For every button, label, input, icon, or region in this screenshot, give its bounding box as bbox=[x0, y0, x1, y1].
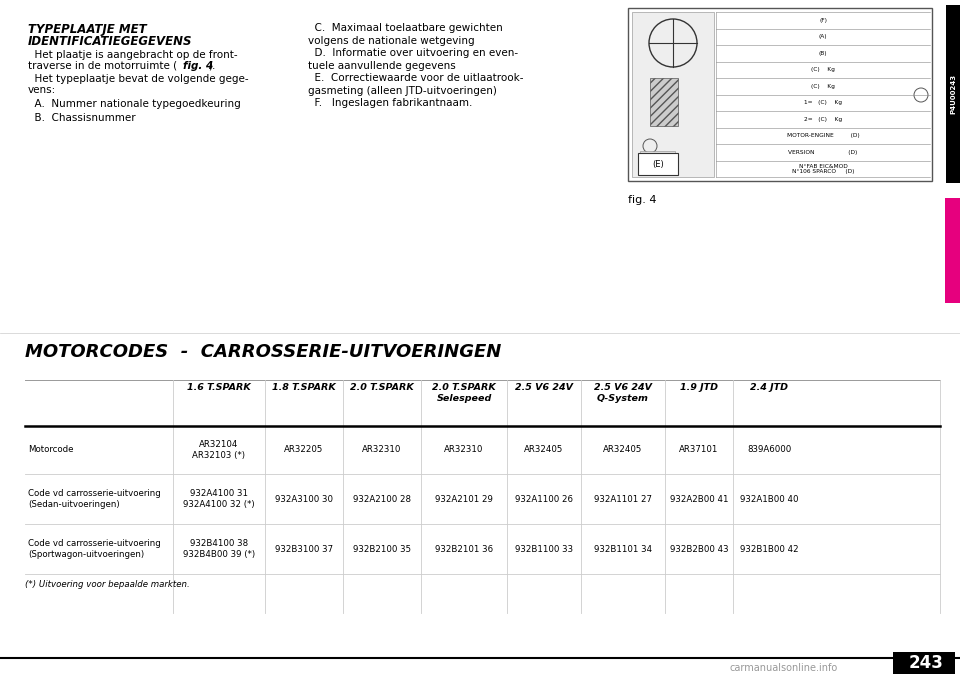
Text: (A): (A) bbox=[819, 35, 828, 39]
Bar bbox=[946, 5, 960, 183]
Text: vens:: vens: bbox=[28, 85, 57, 95]
Text: 1.8 T.SPARK: 1.8 T.SPARK bbox=[272, 383, 336, 392]
Text: 2.5 V6 24V: 2.5 V6 24V bbox=[515, 383, 573, 392]
Text: AR32310: AR32310 bbox=[362, 445, 401, 454]
Text: 932B2B00 43: 932B2B00 43 bbox=[670, 544, 729, 553]
Text: 2.5 V6 24V
Q-System: 2.5 V6 24V Q-System bbox=[594, 383, 652, 403]
Bar bbox=[640, 151, 675, 161]
Text: 839A6000: 839A6000 bbox=[747, 445, 791, 454]
Text: (B): (B) bbox=[819, 51, 828, 56]
Text: AR32104
AR32103 (*): AR32104 AR32103 (*) bbox=[193, 440, 246, 460]
Text: 932B3100 37: 932B3100 37 bbox=[275, 544, 333, 553]
Text: 932A2100 28: 932A2100 28 bbox=[353, 494, 411, 504]
Text: (E): (E) bbox=[652, 159, 664, 169]
Bar bbox=[945, 198, 960, 303]
Text: 932A3100 30: 932A3100 30 bbox=[275, 494, 333, 504]
Text: E.  Correctiewaarde voor de uitlaatrook-
gasmeting (alleen JTD-uitvoeringen): E. Correctiewaarde voor de uitlaatrook- … bbox=[308, 73, 523, 96]
Bar bbox=[638, 153, 678, 175]
Text: (F): (F) bbox=[819, 18, 827, 23]
Text: 1.9 JTD: 1.9 JTD bbox=[680, 383, 718, 392]
Text: AR37101: AR37101 bbox=[680, 445, 719, 454]
Text: P4U00243: P4U00243 bbox=[950, 74, 956, 114]
Text: TYPEPLAATJE MET: TYPEPLAATJE MET bbox=[28, 23, 147, 36]
Text: AR32310: AR32310 bbox=[444, 445, 484, 454]
Text: AR32405: AR32405 bbox=[603, 445, 642, 454]
Text: (C)    Kg: (C) Kg bbox=[811, 84, 835, 89]
Text: 932B1100 33: 932B1100 33 bbox=[515, 544, 573, 553]
Text: 2.0 T.SPARK
Selespeed: 2.0 T.SPARK Selespeed bbox=[432, 383, 496, 403]
Text: B.  Chassisnummer: B. Chassisnummer bbox=[28, 113, 135, 123]
Text: 932A4100 31
932A4100 32 (*): 932A4100 31 932A4100 32 (*) bbox=[183, 489, 254, 509]
Text: 2.0 T.SPARK: 2.0 T.SPARK bbox=[350, 383, 414, 392]
Text: N°FAB EIC&MOD
N°106 SPARCO     (D): N°FAB EIC&MOD N°106 SPARCO (D) bbox=[792, 163, 854, 174]
Text: Code vd carrosserie-uitvoering
(Sedan-uitvoeringen): Code vd carrosserie-uitvoering (Sedan-ui… bbox=[28, 489, 160, 509]
Text: 932B1B00 42: 932B1B00 42 bbox=[740, 544, 799, 553]
Text: ).: ). bbox=[208, 61, 215, 71]
Text: 1=   (C)    Kg: 1= (C) Kg bbox=[804, 100, 842, 105]
Text: 932A1100 26: 932A1100 26 bbox=[515, 494, 573, 504]
Text: 932B1101 34: 932B1101 34 bbox=[594, 544, 652, 553]
Text: fig. 4: fig. 4 bbox=[628, 195, 657, 205]
Text: 932B4100 38
932B4B00 39 (*): 932B4100 38 932B4B00 39 (*) bbox=[183, 539, 255, 559]
Text: 932B2100 35: 932B2100 35 bbox=[353, 544, 411, 553]
Text: 2.4 JTD: 2.4 JTD bbox=[750, 383, 788, 392]
Text: fig. 4: fig. 4 bbox=[183, 61, 213, 71]
Text: AR32205: AR32205 bbox=[284, 445, 324, 454]
Text: carmanualsonline.info: carmanualsonline.info bbox=[730, 663, 838, 673]
Text: Code vd carrosserie-uitvoering
(Sportwagon-uitvoeringen): Code vd carrosserie-uitvoering (Sportwag… bbox=[28, 539, 160, 559]
Text: (*) Uitvoering voor bepaalde markten.: (*) Uitvoering voor bepaalde markten. bbox=[25, 580, 190, 589]
Bar bbox=[632, 12, 714, 177]
Text: traverse in de motorruimte (: traverse in de motorruimte ( bbox=[28, 61, 178, 71]
Text: D.  Informatie over uitvoering en even-
tuele aanvullende gegevens: D. Informatie over uitvoering en even- t… bbox=[308, 48, 518, 71]
Text: 243: 243 bbox=[908, 654, 944, 672]
Text: C.  Maximaal toelaatbare gewichten
volgens de nationale wetgeving: C. Maximaal toelaatbare gewichten volgen… bbox=[308, 23, 503, 46]
Polygon shape bbox=[882, 652, 893, 674]
Text: A.  Nummer nationale typegoedkeuring: A. Nummer nationale typegoedkeuring bbox=[28, 99, 241, 109]
Text: MOTOR-ENGINE         (D): MOTOR-ENGINE (D) bbox=[786, 134, 859, 138]
Text: AR32405: AR32405 bbox=[524, 445, 564, 454]
Text: 2=   (C)    Kg: 2= (C) Kg bbox=[804, 117, 842, 122]
Text: Het plaatje is aangebracht op de front-: Het plaatje is aangebracht op de front- bbox=[28, 50, 238, 60]
Text: MOTORCODES  -  CARROSSERIE-UITVOERINGEN: MOTORCODES - CARROSSERIE-UITVOERINGEN bbox=[25, 343, 501, 361]
Text: F.   Ingeslagen fabrikantnaam.: F. Ingeslagen fabrikantnaam. bbox=[308, 98, 472, 108]
Text: (C)    Kg: (C) Kg bbox=[811, 67, 835, 73]
Text: 932A2B00 41: 932A2B00 41 bbox=[670, 494, 729, 504]
Bar bbox=[628, 8, 932, 181]
Text: Motorcode: Motorcode bbox=[28, 445, 74, 454]
Text: Het typeplaatje bevat de volgende gege-: Het typeplaatje bevat de volgende gege- bbox=[28, 74, 249, 84]
Text: 1.6 T.SPARK: 1.6 T.SPARK bbox=[187, 383, 251, 392]
Bar bbox=[893, 652, 955, 674]
Bar bbox=[650, 78, 678, 126]
Text: IDENTIFICATIEGEGEVENS: IDENTIFICATIEGEGEVENS bbox=[28, 35, 193, 48]
Text: 932A1B00 40: 932A1B00 40 bbox=[740, 494, 799, 504]
Text: VERSION                  (D): VERSION (D) bbox=[788, 150, 857, 155]
Text: 932A1101 27: 932A1101 27 bbox=[594, 494, 652, 504]
Text: 932B2101 36: 932B2101 36 bbox=[435, 544, 493, 553]
Text: 932A2101 29: 932A2101 29 bbox=[435, 494, 492, 504]
